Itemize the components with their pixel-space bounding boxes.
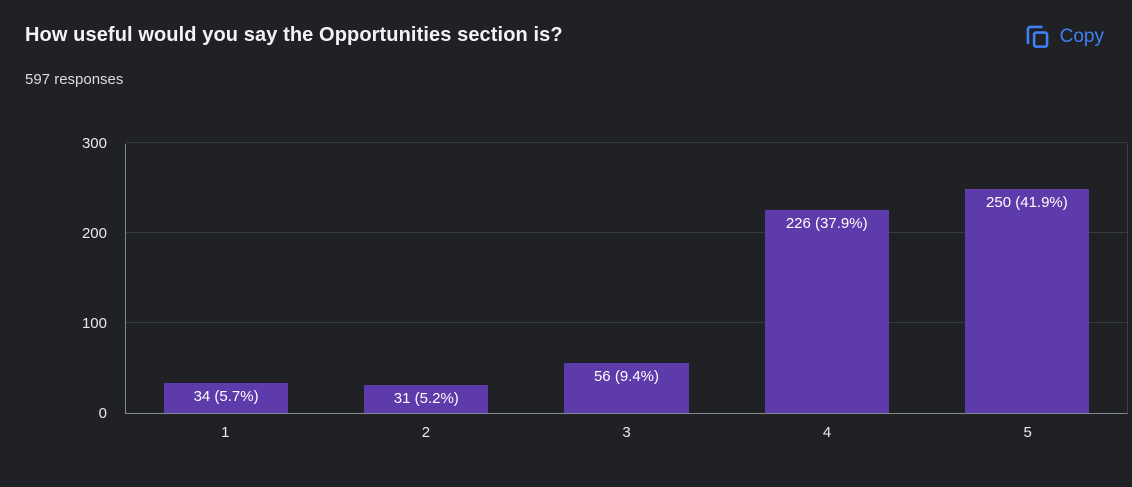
x-axis: 1 2 3 4 5 — [125, 424, 1128, 441]
copy-icon — [1024, 23, 1051, 50]
bar: 250 (41.9%) — [964, 188, 1089, 413]
x-tick-label: 4 — [822, 424, 832, 441]
bar-chart: 0 100 200 300 34 (5.7%) 31 (5.2%) 56 (9.4%) 22… — [25, 135, 1128, 474]
bar-value-label: 226 (37.9%) — [785, 215, 868, 233]
bar-group: 34 (5.7%) — [126, 144, 326, 413]
gridline — [126, 232, 1127, 233]
y-axis: 0 100 200 300 — [25, 135, 117, 422]
bar-group: 250 (41.9%) — [927, 144, 1127, 413]
y-tick-label: 300 — [81, 135, 107, 152]
bars-container: 34 (5.7%) 31 (5.2%) 56 (9.4%) 226 (37.9%) 25… — [126, 144, 1127, 413]
bar-value-label: 31 (5.2%) — [393, 390, 459, 408]
bar: 31 (5.2%) — [364, 385, 489, 413]
x-tick-label: 1 — [221, 424, 230, 441]
page-title: How useful would you say the Opportuniti… — [25, 24, 563, 46]
bar-value-label: 34 (5.7%) — [193, 387, 259, 405]
copy-button[interactable]: Copy — [1022, 19, 1106, 54]
x-tick-label: 3 — [622, 424, 631, 441]
y-tick-label: 100 — [81, 315, 107, 332]
plot-area: 34 (5.7%) 31 (5.2%) 56 (9.4%) 226 (37.9%) 25… — [125, 142, 1128, 414]
bar: 34 (5.7%) — [164, 382, 289, 413]
responses-count: 597 responses — [25, 71, 124, 88]
bar-value-label: 56 (9.4%) — [593, 367, 660, 385]
gridline — [126, 142, 1127, 143]
x-tick-label: 2 — [421, 424, 431, 441]
bar: 226 (37.9%) — [764, 210, 889, 413]
bar-group: 56 (9.4%) — [526, 144, 726, 413]
y-tick-label: 0 — [98, 405, 107, 422]
bar: 56 (9.4%) — [564, 362, 689, 413]
y-tick-label: 200 — [81, 225, 107, 242]
gridline — [126, 322, 1127, 323]
x-tick-label: 5 — [1023, 424, 1032, 441]
bar-group: 226 (37.9%) — [727, 144, 927, 413]
bar-value-label: 250 (41.9%) — [986, 193, 1068, 211]
bar-group: 31 (5.2%) — [326, 144, 526, 413]
copy-button-label: Copy — [1059, 25, 1104, 47]
